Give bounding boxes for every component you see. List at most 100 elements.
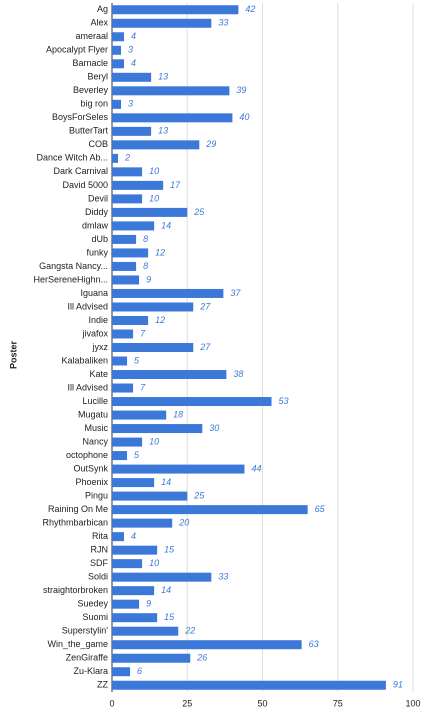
bar [112, 599, 140, 609]
y-tick-label: Alex [90, 18, 108, 28]
value-label: 33 [218, 572, 228, 582]
x-tick-label: 25 [182, 698, 192, 708]
value-label: 20 [178, 518, 189, 528]
bar [112, 640, 302, 650]
bar [112, 397, 272, 407]
y-tick-label: Ag [97, 4, 108, 14]
bar [112, 153, 119, 163]
y-tick-label: jivafox [81, 328, 108, 338]
bar [112, 194, 143, 204]
bar [112, 559, 143, 569]
value-label: 15 [164, 545, 175, 555]
value-label: 17 [170, 180, 181, 190]
x-tick-label: 100 [405, 698, 420, 708]
value-label: 10 [149, 558, 159, 568]
value-label: 29 [205, 139, 216, 149]
value-label: 4 [131, 31, 136, 41]
bar [112, 613, 158, 623]
y-tick-label: Gangsta Nancy... [39, 261, 108, 271]
y-tick-label: ZenGiraffe [66, 653, 108, 663]
value-label: 8 [143, 261, 148, 271]
bar [112, 167, 143, 177]
bar [112, 329, 134, 339]
bar [112, 572, 212, 582]
y-tick-label: Barnacle [72, 58, 108, 68]
value-label: 14 [161, 477, 171, 487]
value-label: 13 [158, 72, 168, 82]
y-tick-label: Zu-Klara [73, 666, 108, 676]
bar [112, 302, 194, 312]
y-tick-label: big ron [80, 99, 108, 109]
bar [112, 315, 149, 325]
y-tick-label: Beryl [87, 72, 108, 82]
bar [112, 261, 137, 271]
value-label: 12 [155, 247, 165, 257]
bar [112, 383, 134, 393]
bar [112, 72, 152, 82]
bar [112, 356, 128, 366]
y-tick-label: Nancy [82, 436, 108, 446]
y-tick-label: Rita [92, 531, 108, 541]
value-label: 9 [146, 599, 151, 609]
bar [112, 667, 131, 677]
bar [112, 99, 122, 109]
bar [112, 410, 167, 420]
value-label: 26 [196, 653, 207, 663]
bar [112, 234, 137, 244]
bar [112, 586, 155, 596]
value-label: 10 [149, 436, 159, 446]
value-label: 30 [209, 423, 219, 433]
bar [112, 126, 152, 136]
y-tick-label: Music [84, 423, 108, 433]
bar [112, 288, 224, 298]
value-label: 33 [218, 18, 228, 28]
y-tick-label: Kate [89, 369, 108, 379]
value-label: 91 [393, 680, 403, 690]
value-label: 25 [193, 207, 205, 217]
y-tick-label: Suomi [82, 612, 108, 622]
y-tick-label: HerSereneHighn... [33, 274, 108, 284]
y-tick-label: BoysForSeles [52, 112, 109, 122]
bar [112, 451, 128, 461]
value-label: 63 [309, 639, 319, 649]
value-label: 10 [149, 166, 159, 176]
bar [112, 532, 125, 542]
bar [112, 424, 203, 434]
bar [112, 437, 143, 447]
y-tick-label: Kalabaliken [61, 355, 108, 365]
value-label: 39 [236, 85, 246, 95]
bar [112, 680, 386, 690]
y-tick-label: SDF [90, 558, 109, 568]
y-tick-label: Dark Carnival [53, 166, 108, 176]
value-label: 22 [184, 626, 195, 636]
bar [112, 248, 149, 258]
y-tick-label: Win_the_game [47, 639, 108, 649]
bar [112, 464, 245, 474]
value-label: 7 [140, 382, 146, 392]
value-label: 6 [137, 666, 142, 676]
y-tick-label: COB [88, 139, 108, 149]
y-tick-label: jyxz [92, 342, 109, 352]
value-label: 4 [131, 531, 136, 541]
value-label: 7 [140, 328, 146, 338]
y-tick-label: Dance Witch Ab... [36, 153, 108, 163]
y-tick-label: Beverley [73, 85, 109, 95]
value-label: 65 [315, 504, 326, 514]
bar [112, 140, 200, 150]
value-label: 8 [143, 234, 148, 244]
bar [112, 207, 188, 217]
y-tick-label: ameraal [75, 31, 108, 41]
y-tick-label: Lucille [82, 396, 108, 406]
bar [112, 343, 194, 352]
y-tick-label: David 5000 [62, 180, 108, 190]
bar [112, 545, 158, 555]
y-tick-label: ZZ [97, 680, 108, 690]
bar [112, 370, 227, 380]
bar [112, 45, 122, 55]
y-tick-label: Ill Advised [67, 382, 108, 392]
y-tick-label: Apocalypt Flyer [46, 45, 108, 55]
bar [112, 59, 125, 69]
value-label: 5 [134, 355, 140, 365]
y-tick-label: Soldi [88, 572, 108, 582]
